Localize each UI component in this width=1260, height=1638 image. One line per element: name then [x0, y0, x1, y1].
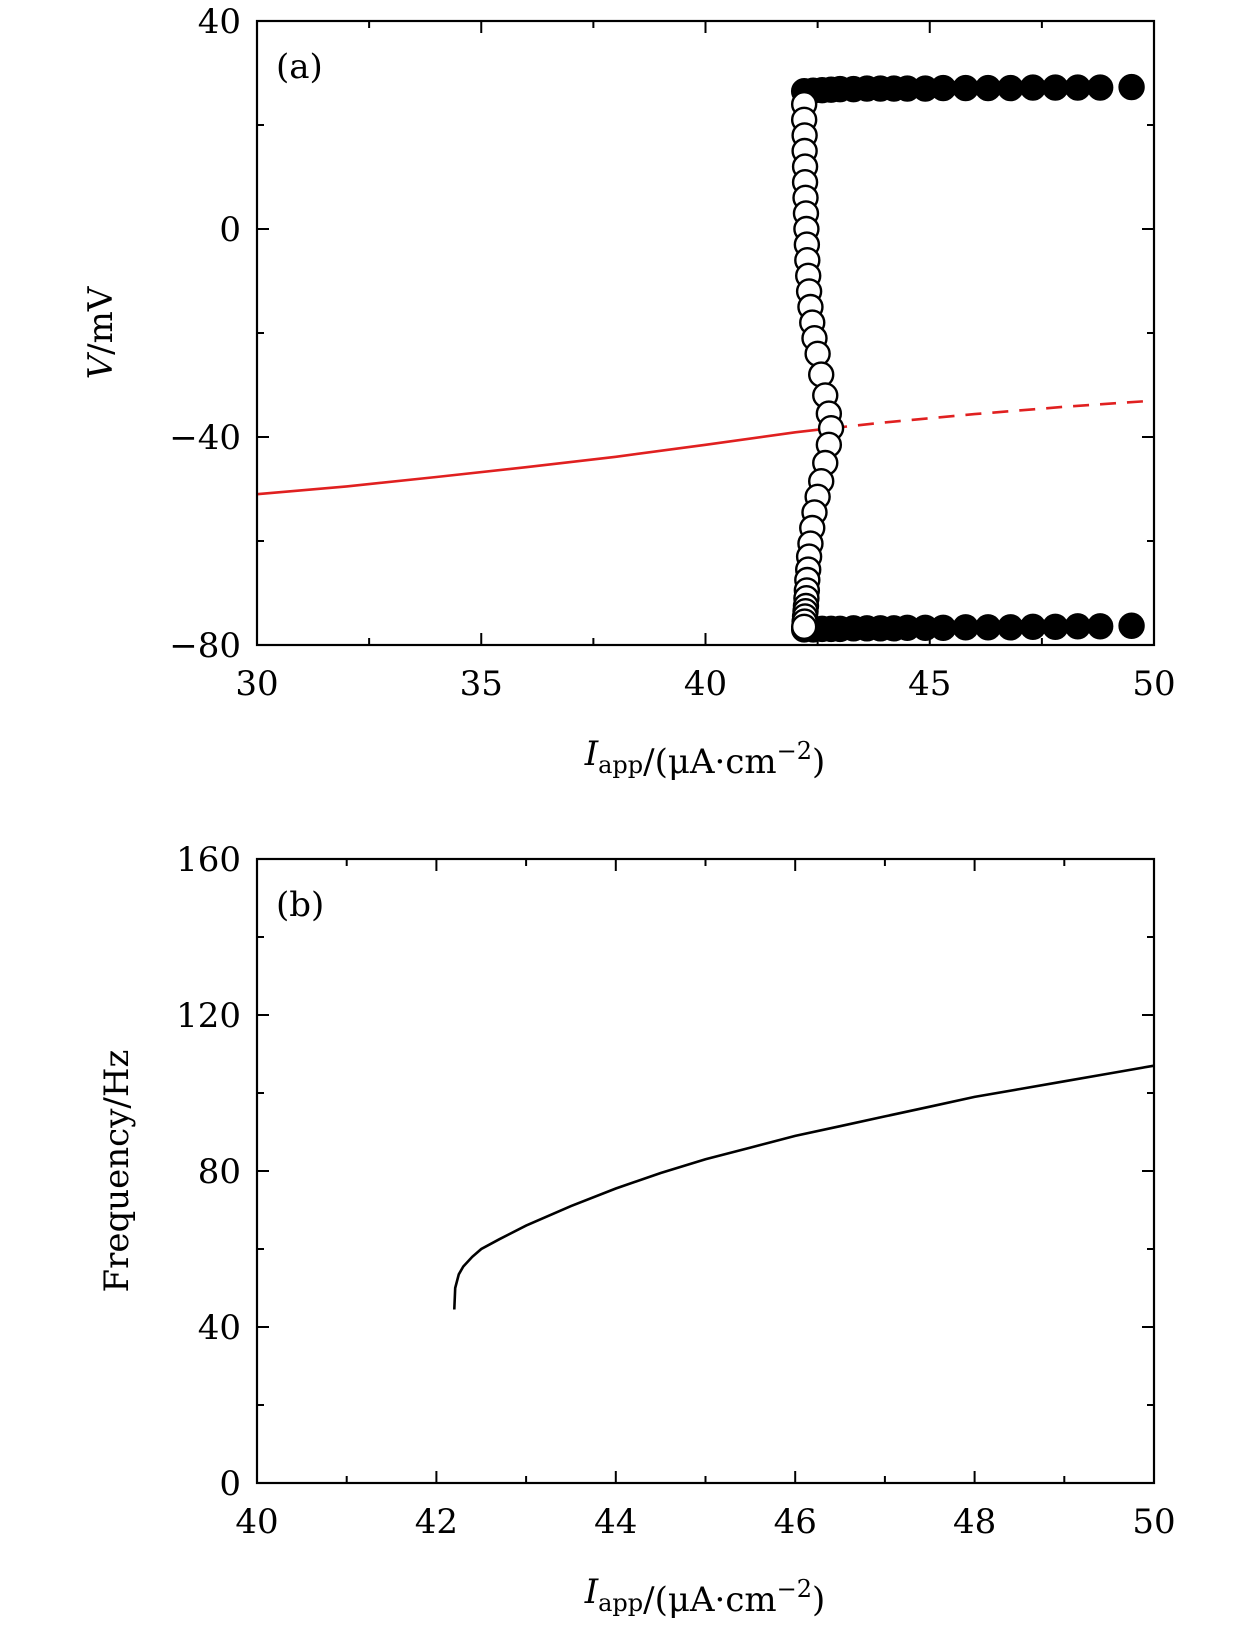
stable-cycle-point [974, 614, 1002, 641]
y-tick-label: 80 [198, 1152, 241, 1192]
stable-cycle-point [1086, 613, 1114, 640]
x-tick-label: 40 [235, 1502, 278, 1542]
panel-a-series-group [256, 73, 1155, 643]
series-line [256, 426, 832, 496]
stable-cycle-point [974, 74, 1002, 102]
x-tick-label: 50 [1132, 1502, 1175, 1542]
panel-b-y-axis-label: Frequency/Hz [97, 1050, 137, 1293]
x-tick-label: 42 [415, 1502, 458, 1542]
stable-cycle-point [1118, 612, 1145, 639]
x-tick-label: 46 [774, 1502, 817, 1542]
panel-a-label: (a) [276, 47, 323, 87]
panel-a-y-axis-label: V/mV [81, 285, 121, 379]
x-tick-label: 50 [1132, 664, 1175, 704]
stable-cycle-point [1064, 74, 1091, 101]
panel-a-x-axis-label: Iapp/(μA·cm−2) [584, 734, 826, 782]
unstable-equilibrium-line [830, 399, 1155, 430]
x-tick-label: 48 [953, 1502, 996, 1542]
x-tick-label: 44 [594, 1502, 637, 1542]
x-tick-label: 35 [460, 664, 503, 704]
panel-a-voltage-bifurcation-chart: 30 35 40 45 50 −80 −40 0 40 (a) V/mV Iapp/(μA·cm… [81, 2, 1176, 782]
y-tick-label: −40 [169, 418, 241, 458]
y-tick-label: 120 [176, 996, 241, 1036]
stable-cycle-point [930, 614, 957, 642]
stable-cycle-point [1019, 74, 1047, 101]
stable-cycle-point [1064, 613, 1091, 640]
x-tick-label: 40 [684, 664, 727, 704]
y-tick-label: 40 [198, 1308, 241, 1348]
stable-cycle-point [1042, 74, 1069, 101]
panel-b-x-axis-label: Iapp/(μA·cm−2) [584, 1572, 826, 1620]
stable-cycle-point [1042, 613, 1069, 640]
y-tick-label: 160 [176, 840, 241, 880]
stable-cycle-point [997, 614, 1024, 641]
panel-b-series-group [453, 1064, 1155, 1310]
stable-cycle-point [930, 74, 957, 102]
stable-cycle-point [952, 614, 979, 641]
panel-b-plot-frame [255, 857, 1156, 1485]
stable-cycle-point [1118, 73, 1145, 101]
y-tick-label: 0 [219, 1464, 241, 1504]
x-tick-label: 30 [235, 664, 278, 704]
stable-cycle-point [997, 74, 1024, 102]
y-tick-label: 0 [219, 210, 241, 250]
unstable-cycle-point [790, 613, 818, 640]
stable-cycle-point [1019, 613, 1047, 640]
stable-cycle-point [952, 74, 979, 102]
x-tick-label: 45 [908, 664, 951, 704]
stable-cycle-point [1086, 74, 1114, 101]
y-tick-label: 40 [198, 2, 241, 42]
y-tick-label: −80 [169, 626, 241, 666]
panel-b-label: (b) [276, 885, 324, 925]
panel-a-ticks-group: 30 35 40 45 50 −80 −40 0 40 [169, 2, 1175, 704]
panel-a-plot-frame [255, 19, 1156, 647]
series-line [453, 1064, 1155, 1310]
